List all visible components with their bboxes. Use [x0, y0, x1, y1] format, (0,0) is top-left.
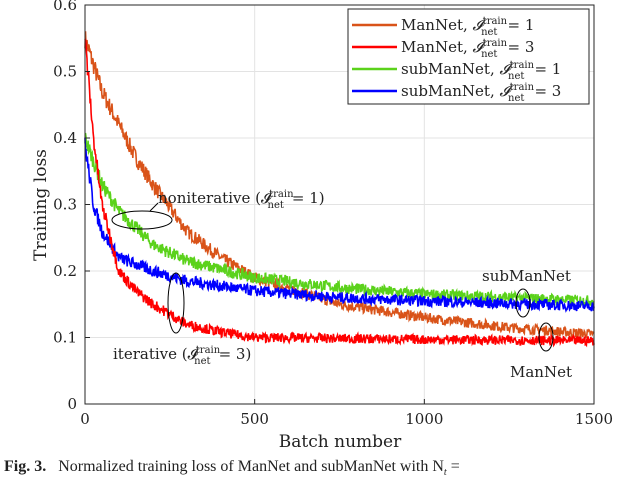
y-tick-label: 0.4 — [53, 129, 77, 147]
y-tick-label: 0 — [67, 395, 77, 413]
noniterative-label: noniterative (𝓘train net = 1) — [158, 189, 325, 211]
submannet-label: subManNet — [482, 267, 571, 285]
iterative-ellipse — [167, 272, 185, 334]
legend-entry: subManNet, 𝓘train net = 3 — [401, 82, 561, 104]
noniterative-ellipse — [111, 210, 173, 230]
y-tick-label: 0.2 — [53, 262, 77, 280]
x-axis-label: Batch number — [279, 432, 402, 452]
y-tick-label: 0.5 — [53, 63, 77, 81]
mannet-ellipse — [538, 322, 554, 352]
legend-entry: subManNet, 𝓘train net = 1 — [401, 60, 561, 82]
x-tick-label: 0 — [80, 410, 90, 428]
y-tick-label: 0.1 — [53, 329, 77, 347]
x-tick-label: 1500 — [575, 410, 613, 428]
figure-caption: Fig. 3. Normalized training loss of ManN… — [4, 458, 460, 479]
y-axis-label: Training loss — [31, 149, 51, 261]
training-loss-chart: 0 500 1000 1500 0 0.1 0.2 0.3 0.4 0.5 0.6 Batch nu… — [31, 0, 613, 452]
noniterative-pointer — [149, 202, 159, 212]
y-tick-label: 0.6 — [53, 0, 77, 14]
submannet-ellipse — [515, 288, 531, 318]
series-lines — [84, 31, 595, 348]
series-line-2 — [84, 132, 595, 308]
x-tick-label: 1000 — [405, 410, 443, 428]
series-line-3 — [84, 137, 595, 313]
series-line-1 — [84, 38, 595, 348]
mannet-label: ManNet — [510, 363, 572, 381]
annotations: noniterative (𝓘train net = 1) iterative (𝓘… — [111, 189, 572, 381]
legend-entry: ManNet, 𝓘train net = 3 — [401, 38, 534, 60]
ticks: 0 500 1000 1500 0 0.1 0.2 0.3 0.4 0.5 0.6 — [53, 0, 613, 428]
series-line-0 — [84, 31, 595, 341]
iterative-label: iterative (𝓘train net = 3) — [113, 345, 251, 367]
legend-entry: ManNet, 𝓘train net = 1 — [401, 16, 534, 38]
x-tick-label: 500 — [240, 410, 269, 428]
y-tick-label: 0.3 — [53, 196, 77, 214]
